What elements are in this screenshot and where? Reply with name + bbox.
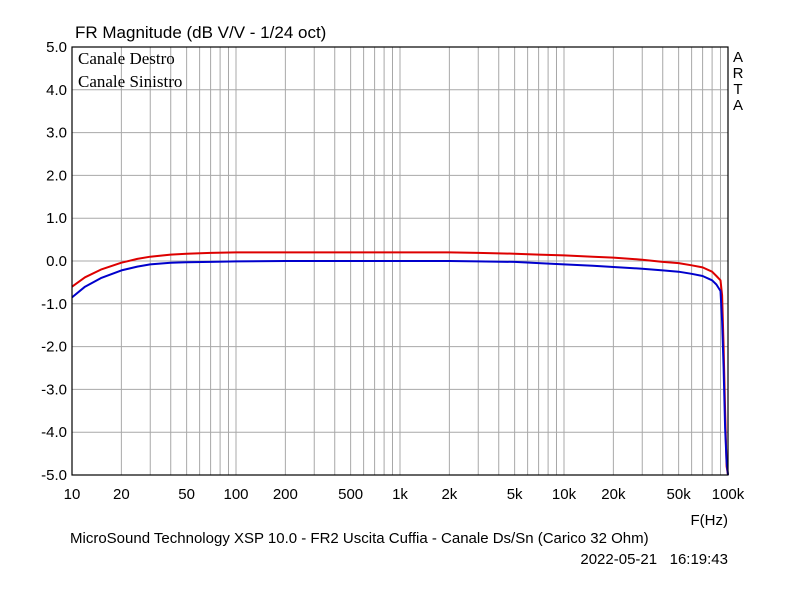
- right-label-letter: R: [733, 65, 744, 82]
- x-tick-labels: 10 20 50 100 200 500 1k 2k 5k 10k 20k 50k 100k: [64, 486, 745, 503]
- x-tick-label: 20: [113, 486, 130, 503]
- right-label-letter: A: [733, 97, 743, 114]
- y-tick-label: -5.0: [41, 467, 67, 484]
- timestamp: 2022-05-21 16:19:43: [580, 551, 728, 568]
- x-tick-label: 20k: [601, 486, 626, 503]
- y-tick-label: -2.0: [41, 339, 67, 356]
- y-tick-label: -1.0: [41, 296, 67, 313]
- plot-frame: [71, 46, 729, 476]
- y-tick-label: 4.0: [46, 82, 67, 99]
- y-tick-label: 1.0: [46, 210, 67, 227]
- x-tick-label: 200: [273, 486, 298, 503]
- x-tick-label: 5k: [507, 486, 523, 503]
- series-layer: [71, 251, 729, 476]
- y-tick-label: 3.0: [46, 125, 67, 142]
- x-tick-label: 50k: [667, 486, 692, 503]
- y-tick-label: 5.0: [46, 39, 67, 56]
- y-tick-label: 0.0: [46, 253, 67, 270]
- x-axis-label: F(Hz): [691, 512, 729, 529]
- series-line-canale-sinistro: [71, 260, 729, 476]
- x-tick-label: 100: [223, 486, 248, 503]
- chart-title: FR Magnitude (dB V/V - 1/24 oct): [75, 23, 326, 42]
- y-tick-labels: 5.0 4.0 3.0 2.0 1.0 0.0 -1.0 -2.0 -3.0 -4.0 -5.0: [41, 39, 67, 484]
- x-tick-label: 1k: [392, 486, 408, 503]
- right-label-letter: A: [733, 49, 743, 66]
- x-tick-label: 10k: [552, 486, 577, 503]
- legend-canale-sinistro: Canale Sinistro: [78, 72, 182, 91]
- y-tick-label: -3.0: [41, 381, 67, 398]
- y-tick-label: -4.0: [41, 424, 67, 441]
- y-tick-label: 2.0: [46, 167, 67, 184]
- x-tick-label: 500: [338, 486, 363, 503]
- right-label-letter: T: [733, 81, 742, 98]
- x-tick-label: 100k: [712, 486, 745, 503]
- legend-canale-destro: Canale Destro: [78, 49, 175, 68]
- x-tick-label: 2k: [441, 486, 457, 503]
- x-tick-label: 10: [64, 486, 81, 503]
- series-line-canale-destro: [71, 251, 729, 476]
- footer-caption: MicroSound Technology XSP 10.0 - FR2 Usc…: [70, 530, 649, 547]
- x-tick-label: 50: [178, 486, 195, 503]
